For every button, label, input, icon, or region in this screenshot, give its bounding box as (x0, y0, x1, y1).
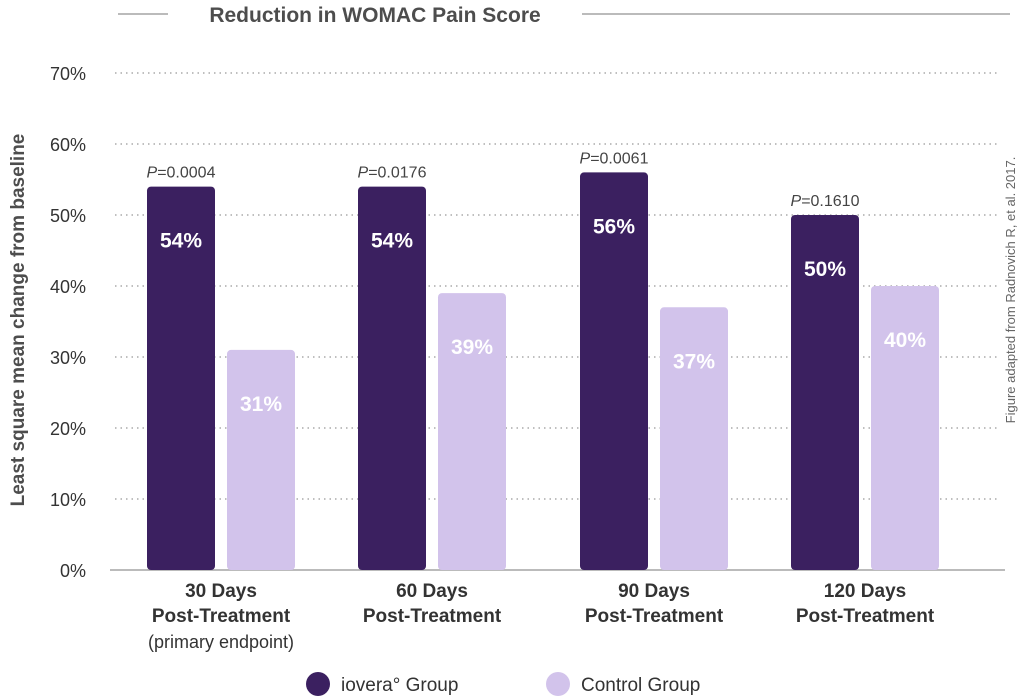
p-value-label: P=0.1610 (791, 193, 860, 210)
bar-layer (147, 172, 939, 570)
category-label-line1: 90 Days (618, 581, 690, 602)
bar-control (660, 307, 728, 570)
category-label-line2: Post-Treatment (152, 606, 291, 627)
label-layer: 0%10%20%30%40%50%60%70%54%P=0.000431%30 … (50, 64, 935, 652)
p-value-number: =0.0061 (590, 150, 648, 167)
category-label-line2: Post-Treatment (363, 606, 502, 627)
p-value-prefix: P (580, 150, 591, 167)
y-tick-label: 30% (50, 348, 86, 368)
p-value-prefix: P (791, 193, 802, 210)
category-label-line1: 30 Days (185, 581, 257, 602)
bar-iovera (791, 215, 859, 570)
p-value-label: P=0.0004 (147, 165, 216, 182)
bar-value-label: 40% (884, 329, 926, 352)
y-axis-label: Least square mean change from baseline (8, 134, 29, 507)
category-label-line2: Post-Treatment (796, 606, 935, 627)
bar-value-label: 54% (160, 230, 202, 253)
bar-value-label: 56% (593, 215, 635, 238)
y-tick-label: 20% (50, 419, 86, 439)
category-label-line1: 60 Days (396, 581, 468, 602)
p-value-label: P=0.0176 (358, 165, 427, 182)
bar-iovera (147, 186, 215, 570)
p-value-prefix: P (147, 165, 158, 182)
bar-control (438, 293, 506, 570)
y-tick-label: 70% (50, 64, 86, 84)
p-value-label: P=0.0061 (580, 150, 649, 167)
legend-label: iovera° Group (341, 675, 458, 696)
p-value-number: =0.0176 (368, 165, 426, 182)
bar-iovera (580, 172, 648, 570)
bar-iovera (358, 186, 426, 570)
category-label-line2: Post-Treatment (585, 606, 724, 627)
bar-value-label: 39% (451, 336, 493, 359)
chart-title: Reduction in WOMAC Pain Score (209, 4, 540, 27)
category-label-line3: (primary endpoint) (148, 632, 294, 652)
y-tick-label: 60% (50, 135, 86, 155)
p-value-number: =0.0004 (157, 165, 215, 182)
bar-value-label: 37% (673, 350, 715, 373)
y-tick-label: 40% (50, 277, 86, 297)
y-tick-label: 50% (50, 206, 86, 226)
legend-label: Control Group (581, 675, 700, 696)
y-tick-label: 10% (50, 490, 86, 510)
y-tick-label: 0% (60, 561, 86, 581)
bar-control (227, 349, 295, 570)
legend: iovera° Group Control Group (306, 672, 700, 696)
bar-value-label: 54% (371, 230, 413, 253)
source-note: Figure adapted from Radnovich R, et al. … (1003, 157, 1018, 424)
p-value-number: =0.1610 (801, 193, 859, 210)
bar-value-label: 31% (240, 393, 282, 416)
legend-swatch (306, 672, 330, 696)
bar-control (871, 286, 939, 570)
bar-value-label: 50% (804, 258, 846, 281)
legend-swatch (546, 672, 570, 696)
p-value-prefix: P (358, 165, 369, 182)
category-label-line1: 120 Days (824, 581, 906, 602)
